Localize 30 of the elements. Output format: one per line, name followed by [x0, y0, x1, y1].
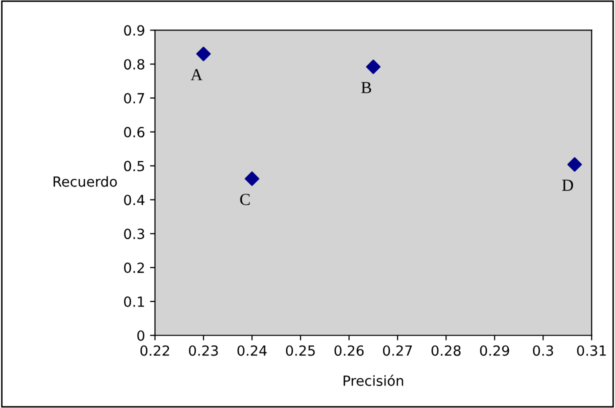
x-tick-label: 0.3 — [532, 345, 554, 356]
y-tick-label: 0.8 — [124, 59, 144, 70]
y-tick-label: 0.7 — [124, 92, 144, 104]
x-tick-label: 0.27 — [383, 345, 412, 356]
y-tick-label: 0.2 — [124, 262, 144, 274]
x-tick-label: 0.22 — [140, 345, 170, 356]
point — [244, 171, 260, 186]
y-tick-label: 0.5 — [124, 160, 144, 172]
point — [567, 157, 582, 172]
y-tick-label: 0.9 — [124, 25, 144, 36]
point — [366, 60, 381, 74]
y-tick-label: 0.4 — [124, 194, 144, 206]
point — [196, 46, 211, 62]
y-axis-title: Recuerdo — [54, 176, 117, 187]
y-tick-label: 0.6 — [124, 126, 144, 138]
x-tick-label: 0.28 — [432, 345, 461, 356]
x-tick-label: 0.29 — [480, 345, 510, 356]
annotation: A — [190, 69, 202, 80]
x-tick-label: 0.26 — [334, 345, 364, 356]
annotation: B — [361, 82, 372, 94]
annotation: D — [562, 180, 574, 191]
y-tick-label: 0 — [137, 330, 144, 341]
x-axis-title: Precisión — [344, 374, 404, 386]
y-tick-label: 0.3 — [124, 228, 144, 240]
annotation: C — [240, 194, 250, 206]
x-tick-label: 0.25 — [286, 345, 315, 356]
x-tick-label: 0.23 — [188, 345, 218, 356]
x-tick-label: 0.31 — [577, 345, 606, 356]
y-tick-label: 0.1 — [124, 296, 144, 307]
x-tick-label: 0.24 — [237, 345, 267, 356]
